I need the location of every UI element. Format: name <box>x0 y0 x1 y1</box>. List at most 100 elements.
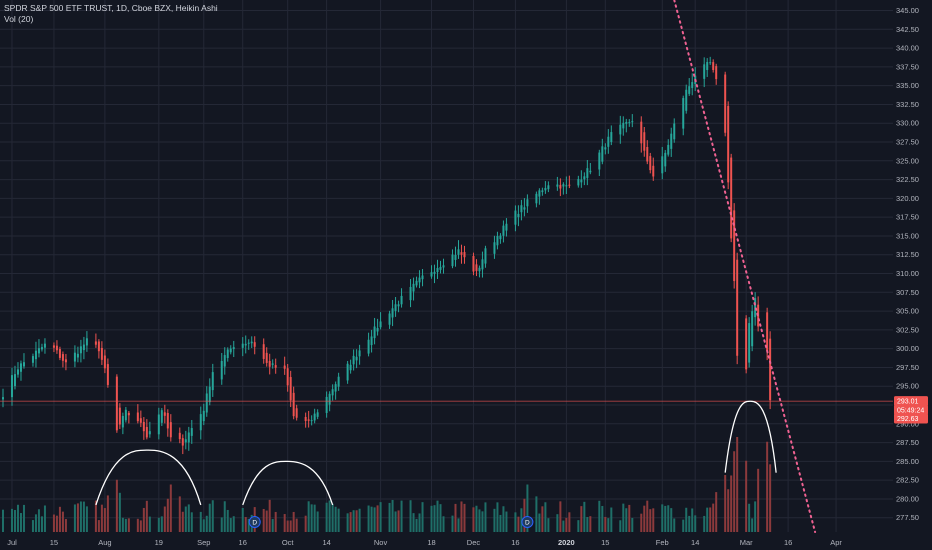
candle[interactable] <box>349 364 352 371</box>
candle[interactable] <box>52 345 55 348</box>
candle[interactable] <box>430 272 433 277</box>
candle[interactable] <box>388 313 391 325</box>
candle[interactable] <box>16 369 19 375</box>
candle[interactable] <box>82 344 85 351</box>
candle[interactable] <box>661 156 664 174</box>
candle[interactable] <box>316 412 319 417</box>
candle[interactable] <box>640 121 643 144</box>
candle[interactable] <box>505 223 508 231</box>
candle[interactable] <box>586 168 589 178</box>
candle[interactable] <box>547 185 550 190</box>
candle[interactable] <box>769 338 772 401</box>
candle[interactable] <box>472 256 475 272</box>
candle[interactable] <box>412 283 415 292</box>
candle[interactable] <box>619 124 622 135</box>
candle[interactable] <box>631 121 634 123</box>
candle[interactable] <box>712 62 715 70</box>
candle[interactable] <box>262 344 265 359</box>
candle[interactable] <box>733 210 736 282</box>
candle[interactable] <box>64 359 67 363</box>
candle[interactable] <box>205 393 208 413</box>
candle[interactable] <box>481 259 484 270</box>
candle[interactable] <box>379 321 382 328</box>
candle[interactable] <box>367 339 370 354</box>
candle[interactable] <box>727 105 730 183</box>
candle[interactable] <box>436 268 439 273</box>
candle[interactable] <box>226 349 229 359</box>
candle[interactable] <box>457 249 460 255</box>
candle[interactable] <box>607 136 610 147</box>
candle[interactable] <box>181 438 184 446</box>
candle[interactable] <box>484 248 487 264</box>
candle[interactable] <box>244 343 247 346</box>
candle[interactable] <box>355 356 358 361</box>
candle[interactable] <box>568 184 571 186</box>
candle[interactable] <box>241 343 244 348</box>
candle[interactable] <box>736 259 739 356</box>
candle[interactable] <box>289 377 292 401</box>
candle[interactable] <box>148 431 151 435</box>
candle[interactable] <box>208 386 211 403</box>
candle[interactable] <box>55 345 58 351</box>
candle[interactable] <box>421 275 424 280</box>
candle[interactable] <box>514 210 517 225</box>
candle[interactable] <box>61 354 64 361</box>
candle[interactable] <box>496 236 499 246</box>
candle[interactable] <box>376 328 379 332</box>
candle[interactable] <box>538 190 541 197</box>
trendline[interactable] <box>673 0 817 533</box>
candle[interactable] <box>475 264 478 271</box>
candle[interactable] <box>31 356 34 363</box>
candle[interactable] <box>40 347 43 350</box>
candle[interactable] <box>565 185 568 187</box>
candle[interactable] <box>247 342 250 344</box>
candle[interactable] <box>79 346 82 354</box>
candle[interactable] <box>1 397 4 400</box>
candle[interactable] <box>766 312 769 351</box>
candle[interactable] <box>604 147 607 150</box>
candle[interactable] <box>100 347 103 360</box>
candle[interactable] <box>715 66 718 80</box>
candle[interactable] <box>202 410 205 422</box>
candle[interactable] <box>580 179 583 183</box>
candle[interactable] <box>562 184 565 187</box>
candle[interactable] <box>439 266 442 270</box>
candle[interactable] <box>409 286 412 301</box>
candle[interactable] <box>331 389 334 396</box>
candle[interactable] <box>526 199 529 207</box>
candle[interactable] <box>229 348 232 353</box>
candle[interactable] <box>271 363 274 365</box>
candle[interactable] <box>85 338 88 346</box>
candle[interactable] <box>127 412 130 416</box>
candle[interactable] <box>310 420 313 422</box>
candle[interactable] <box>664 152 667 167</box>
candle[interactable] <box>451 254 454 267</box>
annotation-arc[interactable] <box>95 449 202 506</box>
candle[interactable] <box>499 235 502 240</box>
candle[interactable] <box>400 295 403 305</box>
candle[interactable] <box>106 364 109 385</box>
candle[interactable] <box>709 62 712 64</box>
candle[interactable] <box>706 62 709 71</box>
candle[interactable] <box>724 74 727 133</box>
candle[interactable] <box>10 375 13 398</box>
candle[interactable] <box>682 98 685 129</box>
candle[interactable] <box>184 439 187 443</box>
candle[interactable] <box>37 348 40 354</box>
candle[interactable] <box>286 368 289 386</box>
candle[interactable] <box>418 277 421 283</box>
candle[interactable] <box>520 205 523 213</box>
candle[interactable] <box>358 350 361 357</box>
candle[interactable] <box>283 365 286 369</box>
candle[interactable] <box>556 184 559 187</box>
candle[interactable] <box>160 410 163 423</box>
candle[interactable] <box>745 318 748 370</box>
candle[interactable] <box>166 412 169 429</box>
candle[interactable] <box>667 144 670 155</box>
candle[interactable] <box>328 393 331 405</box>
candle[interactable] <box>442 265 445 268</box>
candle[interactable] <box>220 360 223 380</box>
candle[interactable] <box>460 252 463 255</box>
candle[interactable] <box>541 190 544 193</box>
